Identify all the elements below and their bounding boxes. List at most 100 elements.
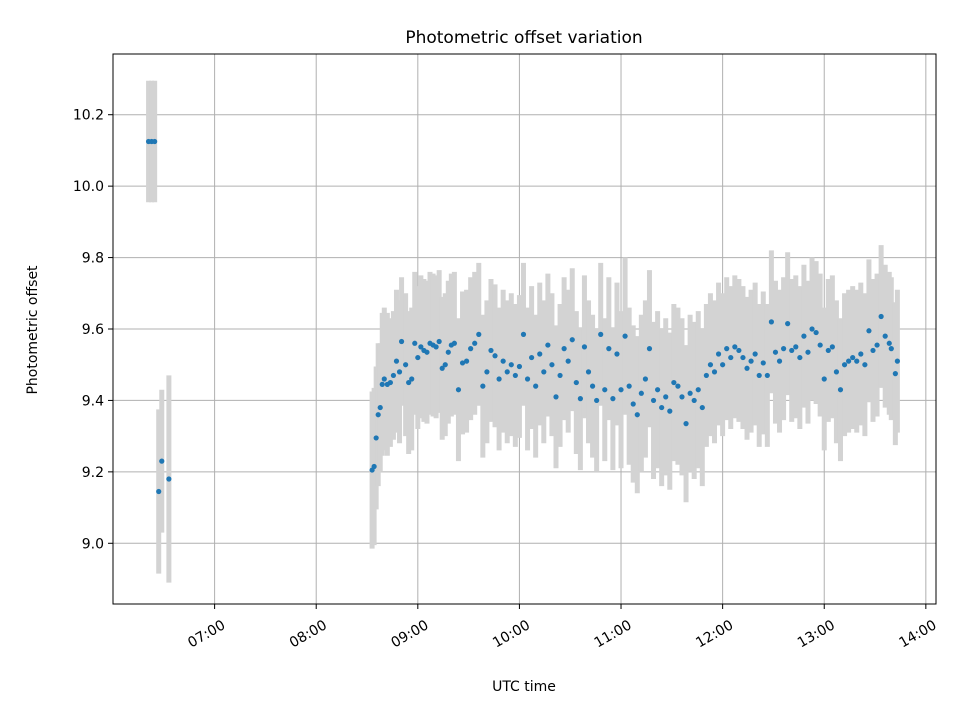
data-point <box>379 381 385 387</box>
data-point <box>837 387 844 393</box>
data-point <box>406 379 412 386</box>
data-point <box>508 362 514 368</box>
data-point <box>442 362 448 368</box>
data-point <box>785 321 791 327</box>
data-point <box>412 340 418 346</box>
data-point <box>585 369 592 375</box>
data-point <box>500 358 506 364</box>
data-point <box>671 379 677 386</box>
data-point <box>445 349 451 355</box>
x-tick-label: 14:00 <box>896 617 939 651</box>
data-point <box>433 344 439 350</box>
data-point <box>732 344 738 350</box>
data-point <box>549 362 555 368</box>
data-point <box>520 331 527 337</box>
data-point <box>463 358 470 364</box>
data-point <box>894 358 900 364</box>
data-point <box>537 351 543 357</box>
data-point <box>496 376 502 382</box>
data-point <box>529 354 535 361</box>
data-point <box>846 358 852 364</box>
data-point <box>398 338 405 345</box>
data-point <box>589 383 596 389</box>
chart-title: Photometric offset variation <box>405 28 642 48</box>
data-point <box>159 458 165 464</box>
data-point <box>541 369 547 375</box>
errorbars <box>146 80 900 583</box>
data-point <box>642 376 649 382</box>
data-point <box>569 337 575 343</box>
data-point <box>801 333 807 339</box>
x-tick-label: 08:00 <box>287 617 330 651</box>
data-point <box>646 346 653 352</box>
data-point <box>715 351 722 357</box>
data-point <box>756 372 762 379</box>
data-point <box>850 354 856 361</box>
data-points <box>145 138 900 495</box>
data-point <box>728 354 734 361</box>
data-point <box>695 387 701 393</box>
data-point <box>381 376 387 382</box>
data-point <box>829 344 835 350</box>
data-point <box>874 342 880 348</box>
data-point <box>854 358 860 364</box>
y-tick-label: 10.2 <box>73 108 104 124</box>
x-tick-label: 13:00 <box>795 617 838 651</box>
data-point <box>524 376 531 382</box>
data-point <box>740 354 746 361</box>
data-point <box>512 372 518 379</box>
x-tick-label: 11:00 <box>592 617 635 651</box>
data-point <box>878 313 884 320</box>
data-point <box>393 358 400 364</box>
data-point <box>622 333 628 339</box>
data-point <box>371 463 377 470</box>
data-point <box>577 396 583 402</box>
data-point <box>451 340 457 346</box>
data-point <box>614 351 620 357</box>
y-tick-label: 9.2 <box>82 465 104 481</box>
data-point <box>424 349 430 355</box>
data-point <box>841 362 848 368</box>
data-point <box>626 383 632 389</box>
data-point <box>892 371 898 377</box>
data-point <box>691 397 697 404</box>
data-point <box>561 346 567 352</box>
data-point <box>377 404 383 411</box>
data-point <box>409 376 415 382</box>
data-point <box>375 412 381 418</box>
data-point <box>711 369 718 375</box>
x-tick-label: 10:00 <box>490 617 533 651</box>
data-point <box>492 353 498 359</box>
y-tick-label: 9.4 <box>82 393 104 409</box>
data-point <box>858 351 864 357</box>
y-tick-label: 9.6 <box>82 322 104 338</box>
data-point <box>484 369 490 375</box>
data-point <box>659 404 665 411</box>
data-point <box>707 362 714 368</box>
data-point <box>581 344 588 350</box>
data-point <box>166 476 172 482</box>
data-point <box>772 349 779 355</box>
data-point <box>436 338 442 345</box>
data-point <box>418 344 424 350</box>
data-point <box>598 331 604 337</box>
data-point <box>821 376 827 382</box>
data-point <box>736 347 742 354</box>
data-point <box>390 372 397 379</box>
data-point <box>472 340 478 346</box>
data-point <box>825 347 831 354</box>
data-point <box>610 396 616 402</box>
data-point <box>468 346 474 352</box>
data-point <box>748 358 754 364</box>
data-point <box>455 387 462 393</box>
data-point <box>630 401 636 407</box>
data-point <box>797 354 803 361</box>
data-point <box>565 358 571 364</box>
data-point <box>504 369 510 375</box>
data-point <box>724 346 730 352</box>
data-point <box>768 319 775 325</box>
data-point <box>606 346 612 352</box>
data-point <box>699 404 705 411</box>
y-tick-label: 10.0 <box>73 179 104 195</box>
